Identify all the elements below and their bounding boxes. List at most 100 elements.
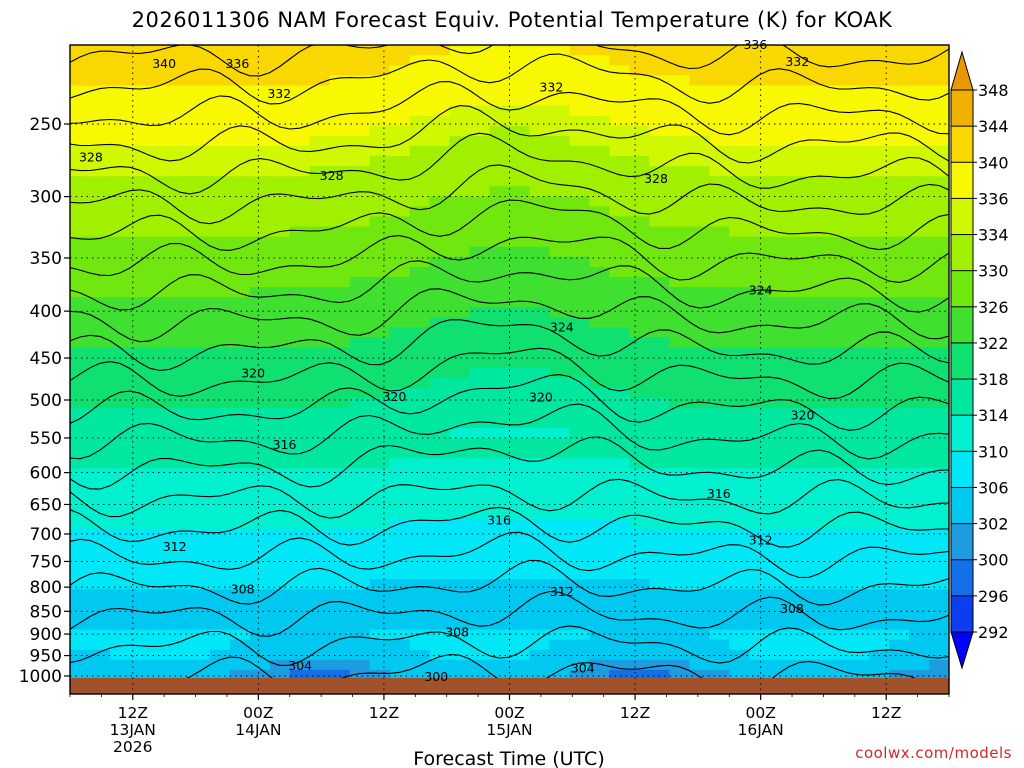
shade-cell [89, 407, 111, 419]
shade-cell [589, 135, 611, 147]
shade-cell [649, 619, 671, 631]
shade-cell [129, 498, 151, 510]
shade-cell [409, 156, 431, 167]
shade-cell [109, 206, 131, 218]
shade-cell [789, 297, 810, 308]
shade-cell [709, 377, 731, 389]
shade-cell [329, 186, 351, 198]
shade-cell [329, 256, 351, 268]
shade-cell [269, 438, 291, 450]
shade-cell [209, 226, 231, 238]
shade-cell [429, 256, 451, 268]
credit-link[interactable]: coolwx.com/models [855, 744, 1012, 762]
shade-cell [149, 236, 171, 248]
shade-cell [449, 438, 471, 450]
shade-cell [489, 669, 511, 679]
shade-cell [689, 327, 711, 339]
shade-cell [89, 276, 111, 288]
shade-cell [89, 236, 111, 248]
shade-cell [209, 115, 231, 127]
shade-cell [709, 367, 731, 379]
shade-cell [449, 156, 471, 167]
shade-cell [109, 186, 131, 198]
shade-cell [109, 548, 131, 560]
shade-cell [249, 45, 271, 57]
shade-cell [149, 468, 171, 480]
shade-cell [869, 206, 890, 218]
shade-cell [129, 256, 151, 268]
shade-cell [689, 538, 711, 550]
shade-cell [849, 468, 870, 480]
shade-cell [489, 317, 511, 329]
shade-cell [229, 327, 251, 339]
shade-cell [109, 619, 131, 631]
shade-cell [669, 458, 691, 470]
shade-cell [909, 579, 930, 591]
shade-cell [349, 579, 371, 591]
shade-cell [569, 216, 591, 228]
shade-cell [729, 276, 751, 288]
shade-cell [709, 266, 731, 278]
shade-cell [229, 226, 251, 238]
shade-cell [649, 85, 671, 97]
shade-cell [589, 387, 611, 399]
shade-cell [189, 639, 211, 651]
shade-cell [909, 448, 930, 460]
shade-cell [509, 418, 531, 429]
shade-cell [549, 659, 571, 671]
shade-cell [209, 669, 231, 679]
shade-cell [169, 226, 191, 238]
shade-cell [709, 55, 731, 67]
shade-cell [429, 246, 451, 258]
shade-cell [229, 45, 251, 57]
shade-cell [829, 619, 850, 631]
shade-cell [749, 357, 771, 369]
shade-cell [449, 357, 471, 369]
shade-cell [269, 448, 291, 460]
shade-cell [529, 55, 551, 67]
shade-cell [369, 649, 391, 661]
shade-cell [469, 357, 491, 369]
shade-cell [129, 548, 151, 560]
shade-cell [569, 478, 591, 490]
shade-cell [229, 468, 251, 480]
shade-cell [629, 428, 651, 439]
shade-cell [389, 458, 411, 470]
shade-cell [449, 569, 471, 581]
shade-cell [329, 105, 351, 117]
shade-cell [669, 276, 691, 288]
shade-cell [269, 45, 291, 57]
shade-cell [749, 377, 771, 389]
shade-cell [149, 156, 171, 167]
shade-cell [769, 538, 790, 550]
shade-cell [369, 448, 391, 460]
shade-cell [489, 266, 511, 278]
shade-cell [869, 538, 890, 550]
shade-cell [729, 65, 751, 77]
shade-cell [89, 196, 111, 208]
shade-cell [70, 609, 91, 621]
contour-line [70, 436, 949, 490]
shade-cell [629, 458, 651, 470]
shade-cell [649, 599, 671, 611]
shade-cell [469, 589, 491, 601]
shade-cell [729, 347, 751, 359]
shade-cell [129, 538, 151, 550]
shade-cell [269, 407, 291, 419]
x-tick-label: 00Z [494, 704, 524, 722]
shade-cell [309, 166, 331, 178]
shade-cell [409, 418, 431, 429]
shade-cell [329, 559, 351, 570]
shade-cell [349, 135, 371, 147]
shade-cell [89, 176, 111, 188]
shade-cell [209, 428, 231, 439]
shade-cell [389, 156, 411, 167]
contour-line [229, 45, 243, 46]
shade-cell [289, 327, 311, 339]
shade-cell [829, 589, 850, 601]
shade-cell [189, 669, 211, 679]
shade-cell [309, 327, 331, 339]
shade-cell [609, 357, 631, 369]
shade-cell [849, 156, 870, 167]
shade-cell [689, 65, 711, 77]
